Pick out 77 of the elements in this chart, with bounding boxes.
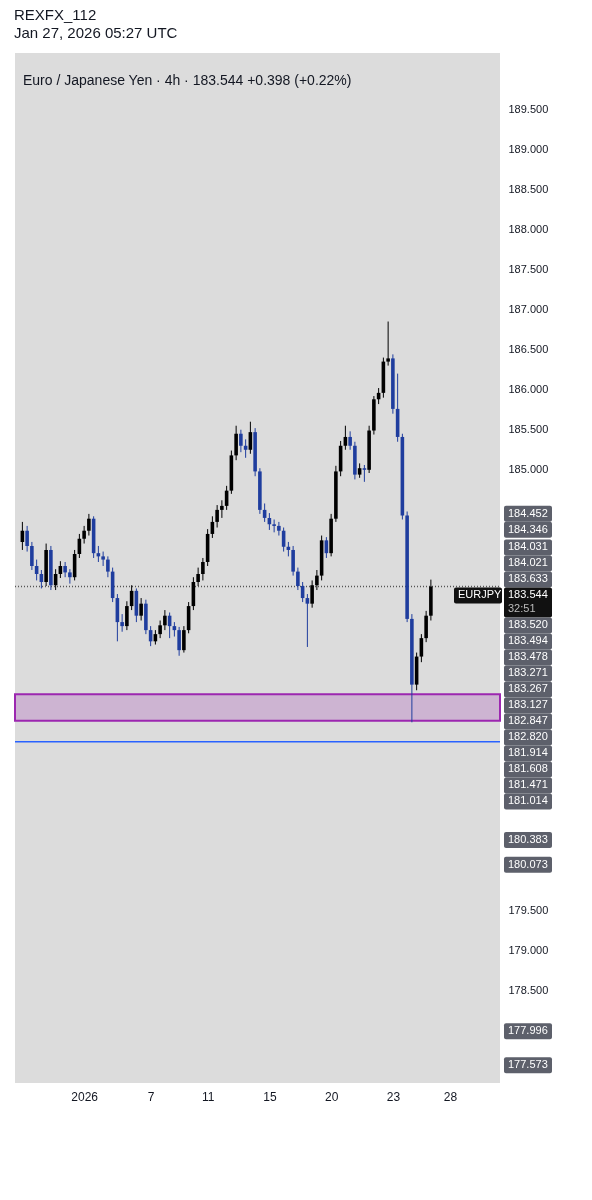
candlestick xyxy=(25,525,29,553)
candlestick xyxy=(196,567,200,587)
text: 181.914 xyxy=(508,746,548,759)
text: 177.573 xyxy=(508,1058,548,1071)
y-tick-label: 185.000 xyxy=(508,463,549,476)
y-tick-label: 179.500 xyxy=(508,904,549,917)
candlestick xyxy=(125,600,129,631)
text: 181.014 xyxy=(508,794,548,807)
y-tick-label: 186.500 xyxy=(508,343,549,356)
y-tick-label: 189.500 xyxy=(508,102,549,115)
annotation: EURJPY xyxy=(458,588,503,601)
candlestick xyxy=(239,429,243,453)
text: 183.544 xyxy=(508,588,548,601)
text: 177.996 xyxy=(508,1024,548,1037)
text: 183.494 xyxy=(508,634,548,647)
candlestick xyxy=(272,519,276,533)
x-tick-label: 7 xyxy=(147,1089,155,1104)
candlestick xyxy=(82,525,86,545)
text: 181.471 xyxy=(508,778,548,791)
x-tick-label: 28 xyxy=(443,1089,458,1104)
text: 32:51 xyxy=(508,602,536,615)
candlestick xyxy=(87,513,91,537)
y-tick-label: 188.500 xyxy=(508,182,549,195)
y-tick-label: 186.000 xyxy=(508,383,549,396)
text: 183.271 xyxy=(508,666,548,679)
text: 182.847 xyxy=(508,714,548,727)
candlestick xyxy=(296,567,300,591)
x-tick-label: 11 xyxy=(201,1089,215,1104)
y-tick-label: 189.000 xyxy=(508,142,549,155)
candlestick xyxy=(305,593,310,648)
candlestick xyxy=(201,557,205,581)
text: 183.520 xyxy=(508,618,548,631)
y-tick-label: 188.000 xyxy=(508,222,549,235)
text: 181.608 xyxy=(508,762,548,775)
text: 184.021 xyxy=(508,556,548,569)
x-tick-label: 23 xyxy=(386,1089,401,1104)
chart-title: REXFX_112 xyxy=(14,6,97,23)
text: 183.633 xyxy=(508,572,548,585)
candlestick xyxy=(291,545,295,577)
y-tick-label: 178.500 xyxy=(508,984,549,997)
text: 180.383 xyxy=(508,832,548,845)
candlestick xyxy=(182,625,186,654)
candlestick xyxy=(139,597,143,621)
candlestick xyxy=(68,568,72,585)
candlestick xyxy=(234,425,238,461)
annotation: Euro / Japanese Yen · 4h · 183.544 +0.398 (+0.22%) xyxy=(23,72,352,88)
text: 183.127 xyxy=(508,698,548,711)
y-tick-label: 179.000 xyxy=(508,944,549,957)
candlestick xyxy=(348,430,352,451)
candlestick xyxy=(106,555,110,578)
text: 184.031 xyxy=(508,540,548,553)
candlestick xyxy=(277,521,281,537)
text: 183.267 xyxy=(508,682,548,695)
candlestick xyxy=(424,610,428,643)
chart-subtitle: Jan 27, 2026 05:27 UTC xyxy=(14,24,178,41)
candlestick xyxy=(30,541,34,571)
text: 184.452 xyxy=(508,506,548,519)
x-tick-label: 2026 xyxy=(71,1089,99,1104)
candlestick xyxy=(386,321,390,367)
candlestick xyxy=(177,626,181,657)
text: 184.346 xyxy=(508,522,548,535)
x-tick-label: 15 xyxy=(263,1089,277,1104)
candlestick xyxy=(120,613,124,633)
y-tick-label: 187.500 xyxy=(508,262,549,275)
text: 182.820 xyxy=(508,730,548,743)
candlestick xyxy=(215,504,219,529)
candlestick xyxy=(310,579,314,609)
candlestick xyxy=(101,551,105,567)
y-tick-label: 185.500 xyxy=(508,423,549,436)
candlestick xyxy=(315,569,319,591)
candlestick xyxy=(220,499,224,519)
y-tick-label: 187.000 xyxy=(508,303,549,315)
candlestick xyxy=(63,561,67,578)
text: 183.478 xyxy=(508,650,548,663)
x-tick-label: 20 xyxy=(324,1089,339,1104)
candlestick xyxy=(163,609,167,631)
text: 180.073 xyxy=(508,857,548,870)
